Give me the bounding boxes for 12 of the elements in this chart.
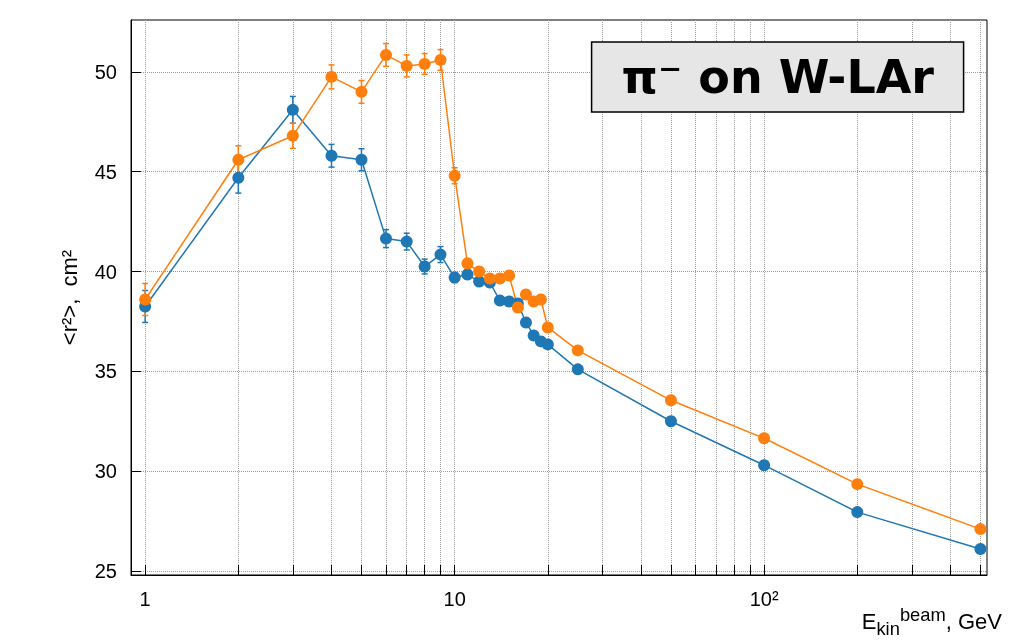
y-tick-label: 45 bbox=[94, 160, 117, 183]
y-tick-label: 25 bbox=[94, 560, 117, 583]
y-axis-title: <r²>, cm² bbox=[56, 249, 82, 346]
y-tick-label: 35 bbox=[94, 360, 117, 383]
x-tick-label: 1 bbox=[139, 588, 151, 610]
y-tick-label: 40 bbox=[94, 260, 117, 283]
x-tick-label: 10² bbox=[749, 588, 779, 610]
x-tick-label: 10 bbox=[443, 588, 466, 610]
y-tick-label: 30 bbox=[94, 460, 117, 483]
x-axis-title: E$_{kin}$$^{beam}$, GeV bbox=[861, 604, 1002, 640]
text: π⁻ on W-LAr bbox=[621, 50, 935, 104]
y-tick-label: 50 bbox=[94, 60, 117, 83]
